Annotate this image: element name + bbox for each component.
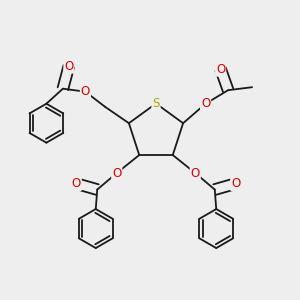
Text: O: O bbox=[216, 63, 225, 76]
Text: O: O bbox=[64, 60, 74, 73]
Text: O: O bbox=[81, 85, 90, 98]
Text: O: O bbox=[190, 167, 200, 180]
Text: S: S bbox=[152, 97, 160, 110]
Text: O: O bbox=[72, 177, 81, 190]
Text: O: O bbox=[231, 177, 240, 190]
Text: O: O bbox=[112, 167, 122, 180]
Text: O: O bbox=[201, 97, 210, 110]
